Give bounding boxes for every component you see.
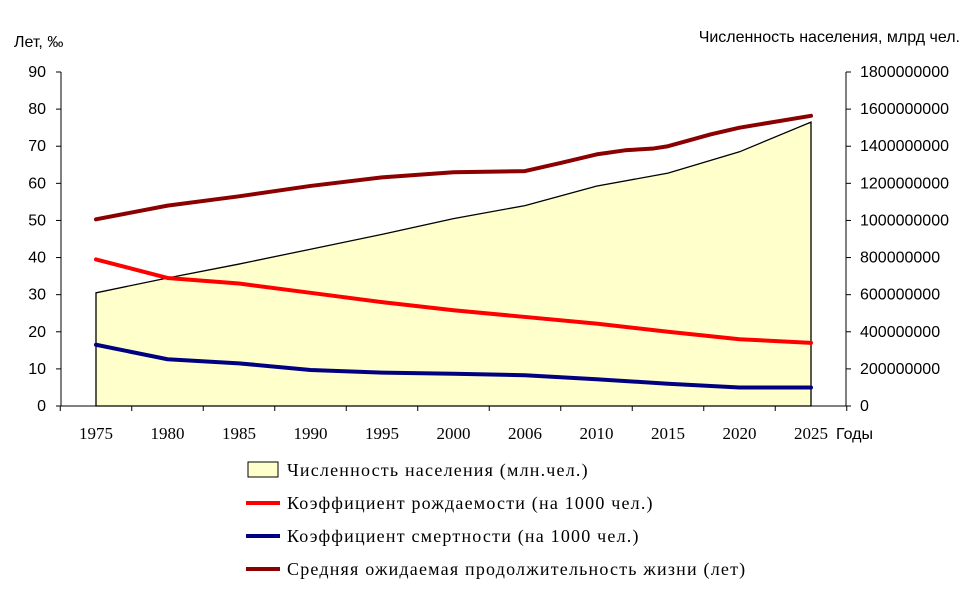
legend-label: Численность населения (млн.чел.): [287, 460, 589, 481]
y-left-tick-label: 10: [28, 361, 46, 378]
legend-label: Коэффициент смертности (на 1000 чел.): [287, 526, 640, 547]
y-left-tick-label: 60: [28, 175, 46, 192]
y-left-tick-label: 40: [28, 250, 46, 267]
x-tick-label: 2020: [723, 424, 757, 443]
y-left-tick-label: 30: [28, 287, 46, 304]
x-tick-label: 1985: [222, 424, 256, 443]
y-right-tick-label: 400000000: [860, 324, 940, 341]
area-layer: [95, 121, 812, 407]
y-left-tick-label: 20: [28, 324, 46, 341]
x-tick-label: 1980: [151, 424, 185, 443]
y-axis-left-title: Лет, ‰: [14, 34, 63, 51]
y-right-tick-label: 1400000000: [860, 138, 949, 155]
x-tick-label: 1975: [79, 424, 113, 443]
x-tick-label: 2006: [508, 424, 542, 443]
y-right-tick-label: 600000000: [860, 287, 940, 304]
y-right-tick-label: 1000000000: [860, 212, 949, 229]
lines-layer: [94, 113, 813, 390]
y-left-tick-label: 90: [28, 64, 46, 81]
y-axis-right-title: Численность населения, млрд чел.: [699, 29, 960, 46]
legend-label: Коэффициент рождаемости (на 1000 чел.): [287, 493, 654, 514]
x-tick-label: 2015: [651, 424, 685, 443]
y-right-tick-label: 1600000000: [860, 101, 949, 118]
x-tick-label: 1990: [294, 424, 328, 443]
legend-label: Средняя ожидаемая продолжительность жизн…: [287, 559, 746, 580]
y-left-tick-label: 0: [37, 398, 46, 415]
x-tick-label: 1995: [365, 424, 399, 443]
y-right-tick-label: 800000000: [860, 250, 940, 267]
y-right-tick-label: 200000000: [860, 361, 940, 378]
death-rate-line: [94, 342, 813, 390]
y-right-tick-label: 0: [860, 398, 869, 415]
life-expectancy-line: [94, 113, 813, 222]
ticks-layer: 0 10 20 30 40 50 60 70 80 90 0 200000000 400000000 60…: [28, 64, 949, 443]
y-left-tick-label: 80: [28, 101, 46, 118]
x-tick-label: 2010: [580, 424, 614, 443]
y-right-tick-label: 1200000000: [860, 175, 949, 192]
x-axis-title: Годы: [836, 426, 873, 443]
y-left-tick-label: 70: [28, 138, 46, 155]
x-tick-label: 2025: [794, 424, 828, 443]
birth-rate-line: [94, 257, 813, 345]
legend: Численность населения (млн.чел.) Коэффици…: [246, 460, 746, 580]
y-right-tick-label: 1800000000: [860, 64, 949, 81]
y-left-tick-label: 50: [28, 212, 46, 229]
axes-layer: [60, 72, 847, 407]
x-tick-label: 2000: [437, 424, 471, 443]
legend-swatch-area: [247, 461, 279, 478]
population-area: [95, 121, 812, 407]
